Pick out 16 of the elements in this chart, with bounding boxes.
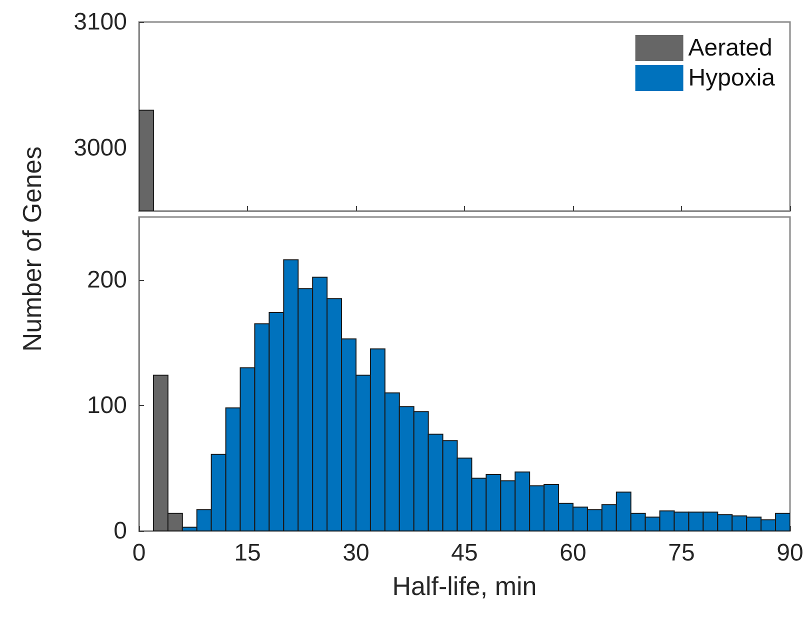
y-tick-label: 3000 [74, 134, 127, 162]
x-tick-label: 90 [776, 540, 804, 566]
x-tick-label: 15 [234, 540, 261, 566]
x-tick-label: 0 [132, 540, 146, 566]
y-axis-title: Number of Genes [17, 146, 47, 352]
x-tick-label: 45 [451, 540, 478, 566]
legend-label: Hypoxia [688, 64, 776, 92]
y-tick-label: 100 [86, 392, 127, 419]
x-tick-label: 30 [342, 540, 370, 566]
y-tick-label: 0 [114, 518, 127, 544]
y-tick-label: 200 [86, 266, 127, 294]
y-tick-label: 3100 [74, 8, 127, 36]
legend-label: Aerated [688, 34, 772, 62]
x-axis-title: Half-life, min [392, 571, 537, 601]
x-tick-label: 75 [668, 540, 695, 566]
x-tick-label: 60 [560, 540, 586, 566]
